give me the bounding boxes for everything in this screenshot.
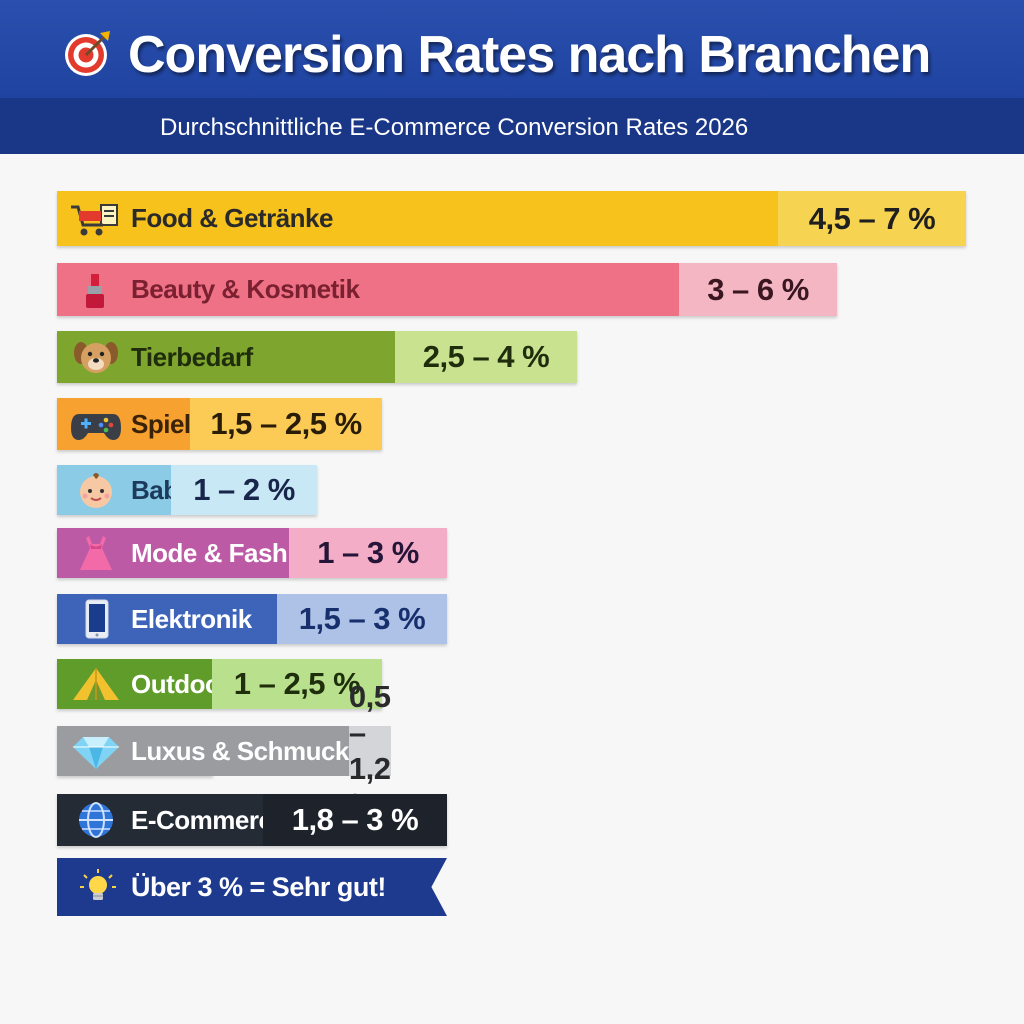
callout-text: Über 3 % = Sehr gut! [131,871,386,902]
value-label: 0,5 – 1,2 % [348,679,391,822]
category-label: Tierbedarf [131,341,253,372]
bar-row: Luxus & Schmuck0,5 – 1,2 % [57,679,391,822]
bar-segment: Mode & Fashion [57,528,325,578]
tent-icon [69,664,123,704]
bar-row: E-Commerce Ø Gesamt1,8 – 3 % [57,794,447,846]
value-label: 4,5 – 7 % [778,191,966,246]
title-group: Conversion Rates nach Branchen [62,24,931,86]
bar-row: Baby & Kinder1 – 2 % [57,465,317,515]
bar-segment: Spielzeug [57,398,248,450]
lightbulb-icon [71,867,125,907]
callout-banner: Über 3 % = Sehr gut! [57,858,447,916]
bar-row: Mode & Fashion 1 – 3 % [57,528,447,578]
bar-segment: Elektronik [57,594,277,644]
value-label: 1,5 – 3 % [277,594,447,644]
category-label: Food & Getränke [131,203,333,233]
page-subtitle: Durchschnittliche E-Commerce Conversion … [160,114,749,141]
gamepad-icon [69,404,123,444]
bar-segment: Tierbedarf [57,331,395,383]
page-title: Conversion Rates nach Branchen [128,26,931,84]
value-label: 1 – 3 % [289,528,447,578]
dress-icon [69,533,123,573]
header-bar [0,0,1024,98]
category-label: Beauty & Kosmetik [131,274,360,304]
diamond-icon [69,731,123,771]
shopping-cart-icon [69,199,123,239]
baby-icon [69,470,123,510]
bar-row: Spielzeug1,5 – 2,5 % [57,398,382,450]
lipstick-icon [69,270,123,310]
value-label: 1 – 2,5 % [212,659,382,709]
value-label: 3 – 6 % [679,263,837,316]
category-label: Elektronik [131,603,252,634]
smartphone-icon [69,599,123,639]
target-icon [62,27,114,84]
bar-row: Elektronik 1,5 – 3 % [57,594,447,644]
subheader-bar [0,98,1024,154]
bar-row: Beauty & Kosmetik 3 – 6 % [57,263,837,316]
bar-segment: Baby & Kinder [57,465,304,515]
category-label: Luxus & Schmuck [131,735,349,766]
bar-row: Outdoor & Camping1 – 2,5 % [57,659,382,709]
value-label: 1 – 2 % [171,465,317,515]
bar-segment: E-Commerce Ø Gesamt [57,794,412,846]
bar-row: Tierbedarf 2,5 – 4 % [57,331,577,383]
bar-segment: Outdoor & Camping [57,659,370,709]
bar-segment: Luxus & Schmuck [57,726,349,776]
bar-segment: Food & Getränke [57,191,778,246]
value-label: 1,5 – 2,5 % [190,398,382,450]
value-label: 2,5 – 4 % [395,331,577,383]
bar-segment: Beauty & Kosmetik [57,263,679,316]
globe-icon [69,800,123,840]
value-label: 1,8 – 3 % [263,794,447,846]
bar-row: Food & Getränke 4,5 – 7 % [57,191,966,246]
dog-icon [69,337,123,377]
